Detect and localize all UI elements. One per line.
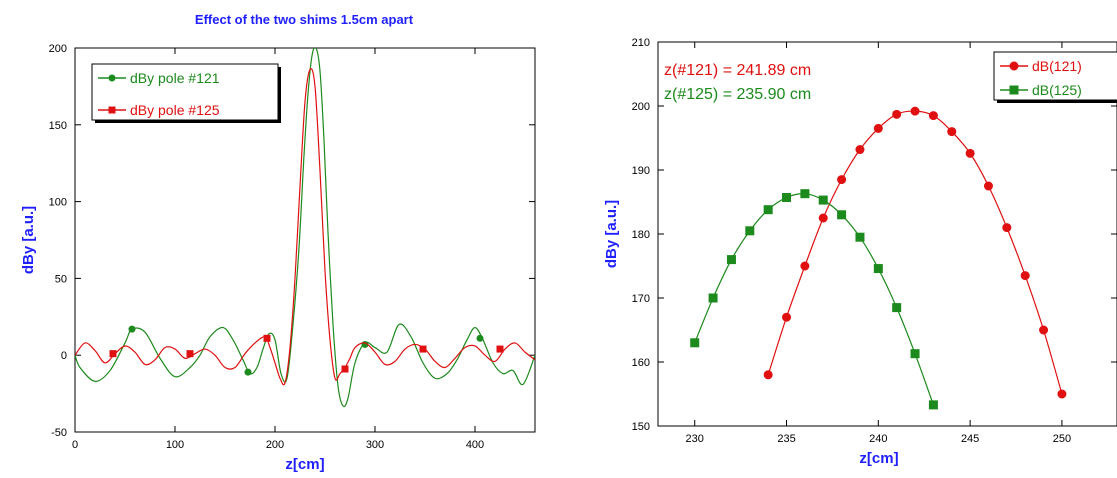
legend-marker (1009, 61, 1019, 71)
data-point (800, 261, 810, 271)
x-tick-label: 200 (266, 439, 284, 451)
annotation-text: z(#125) = 235.90 cm (664, 86, 811, 103)
data-point (837, 175, 847, 185)
y-tick-label: 150 (49, 120, 67, 132)
data-point (726, 255, 736, 265)
y-tick-label: 0 (61, 350, 67, 362)
y-tick-label: 200 (49, 43, 67, 55)
plot-frame (74, 47, 536, 433)
data-point (341, 365, 349, 373)
x-tick-label: 250 (1053, 433, 1071, 445)
data-point (496, 345, 504, 353)
data-point (782, 312, 792, 322)
series-line-2 (75, 68, 535, 386)
y-tick-label: 50 (55, 273, 67, 285)
data-point (928, 111, 938, 121)
y-tick-label: 210 (632, 37, 650, 49)
y-axis-label: dBy [a.u.] (603, 200, 620, 268)
data-point (708, 293, 718, 303)
y-tick-label: -50 (51, 427, 67, 439)
data-point (263, 334, 271, 342)
data-point (983, 181, 993, 191)
data-point (745, 226, 755, 236)
x-axis-label: z[cm] (859, 450, 898, 467)
data-point (910, 106, 920, 116)
x-tick-label: 100 (166, 439, 184, 451)
data-point (818, 213, 828, 223)
legend-marker (1009, 85, 1019, 95)
legend-label: dBy pole #125 (130, 102, 220, 118)
data-point (419, 345, 427, 353)
x-tick-label: 400 (466, 439, 484, 451)
data-point (763, 370, 773, 380)
data-point (690, 338, 700, 348)
x-tick-label: 235 (777, 433, 795, 445)
series-line-1 (75, 48, 535, 408)
data-point (947, 127, 957, 137)
legend-marker (108, 74, 116, 82)
data-point (1039, 325, 1049, 335)
legend-label: dB(121) (1032, 58, 1082, 74)
y-tick-label: 190 (632, 165, 650, 177)
data-point (910, 349, 920, 359)
data-point (763, 205, 773, 215)
data-point (928, 400, 938, 410)
chart-1: 0 100 200 300 400 -50 0 50 100 150 200 Effect of th… (20, 12, 536, 473)
data-point (965, 148, 975, 158)
chart-title: Effect of the two shims 1.5cm apart (195, 12, 414, 27)
y-tick-label: 180 (632, 229, 650, 241)
data-point (892, 303, 902, 313)
data-point (818, 195, 828, 205)
data-point (186, 350, 194, 358)
data-point (837, 210, 847, 220)
chart-2: 230 235 240 245 250 150 160 170 180 190 200 210 z[cm… (603, 37, 1117, 467)
y-tick-label: 150 (632, 421, 650, 433)
x-tick-label: 240 (869, 433, 887, 445)
data-point (873, 264, 883, 274)
data-point (892, 109, 902, 119)
y-tick-label: 200 (632, 101, 650, 113)
data-point (1020, 271, 1030, 281)
data-point (782, 193, 792, 203)
legend-label: dB(125) (1032, 82, 1082, 98)
data-point (244, 368, 252, 376)
y-tick-label: 100 (49, 197, 67, 209)
data-point (1002, 223, 1012, 233)
x-tick-label: 230 (686, 433, 704, 445)
y-tick-label: 170 (632, 293, 650, 305)
y-tick-label: 160 (632, 357, 650, 369)
data-point (855, 145, 865, 155)
annotation-text: z(#121) = 241.89 cm (664, 62, 811, 79)
data-point (873, 123, 883, 133)
x-tick-label: 300 (366, 439, 384, 451)
y-axis-label: dBy [a.u.] (20, 206, 37, 274)
series-line-2 (694, 193, 934, 406)
data-point (800, 189, 810, 199)
x-tick-label: 0 (72, 439, 78, 451)
legend-label: dBy pole #121 (130, 70, 220, 86)
data-point (476, 334, 484, 342)
data-point (855, 232, 865, 242)
x-tick-label: 245 (961, 433, 979, 445)
data-point (1057, 389, 1067, 399)
legend-marker (108, 106, 116, 114)
data-point (128, 325, 136, 333)
data-point (109, 350, 117, 358)
x-axis-label: z[cm] (285, 456, 324, 473)
